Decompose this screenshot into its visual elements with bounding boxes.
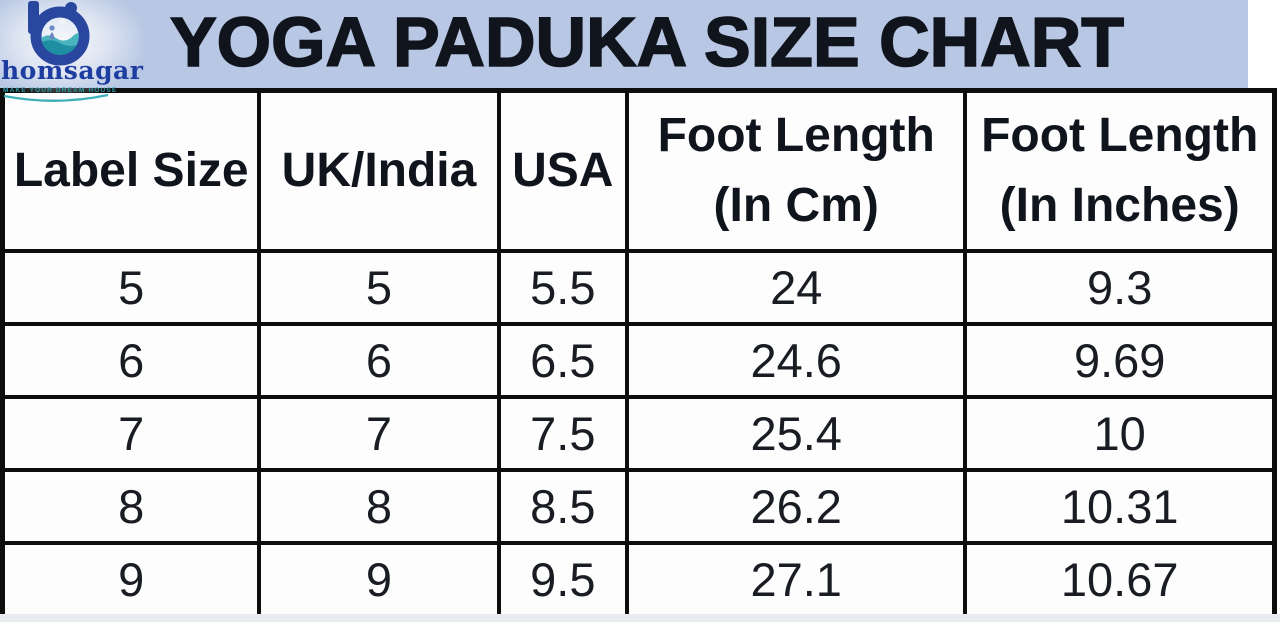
table-cell: 25.4 (625, 395, 968, 472)
column-header-uk-india: UK/India (257, 88, 501, 253)
column-header-label-size: Label Size (0, 88, 262, 253)
table-cell: 27.1 (625, 541, 968, 619)
table-cell: 10 (963, 395, 1277, 472)
table-cell: 7 (257, 395, 501, 472)
size-chart-table: Label Size UK/India USA Foot Length (In … (0, 88, 1277, 619)
logo-tagline-text: MAKE YOUR DREAM HOUSE (3, 87, 118, 94)
table-cell: 9 (257, 541, 501, 619)
table-body: 5 5 5.5 24 9.3 6 6 6.5 24.6 9.69 7 7 7.5 25.4 10 8 8 8.5 2… (0, 249, 1277, 619)
logo-brand-text: homsagar (1, 56, 144, 85)
table-cell: 5.5 (496, 249, 630, 326)
title-band: YOGA PADUKA SIZE CHART (0, 0, 1248, 88)
table-cell: 6.5 (496, 322, 630, 399)
table-cell: 26.2 (625, 468, 968, 545)
table-cell: 7.5 (496, 395, 630, 472)
column-header-foot-length-cm: Foot Length (In Cm) (625, 88, 968, 253)
table-row: 6 6 6.5 24.6 9.69 (0, 322, 1277, 399)
header-row: Label Size UK/India USA Foot Length (In … (0, 88, 1277, 253)
column-header-usa: USA (496, 88, 630, 253)
table-row: 8 8 8.5 26.2 10.31 (0, 468, 1277, 545)
table-row: 5 5 5.5 24 9.3 (0, 249, 1277, 326)
homsagar-logo-icon (28, 1, 90, 66)
bottom-strip (0, 614, 1280, 622)
table-cell: 6 (257, 322, 501, 399)
table-cell: 9 (0, 541, 262, 619)
table-cell: 6 (0, 322, 262, 399)
table-cell: 9.5 (496, 541, 630, 619)
table-cell: 24.6 (625, 322, 968, 399)
table-cell: 7 (0, 395, 262, 472)
table-cell: 5 (0, 249, 262, 326)
table-cell: 8 (257, 468, 501, 545)
table-cell: 9.3 (963, 249, 1277, 326)
homsagar-logo: homsagar MAKE YOUR DREAM HOUSE (0, 0, 165, 110)
table-cell: 8.5 (496, 468, 630, 545)
table-cell: 5 (257, 249, 501, 326)
table-cell: 10.31 (963, 468, 1277, 545)
table-cell: 9.69 (963, 322, 1277, 399)
table-cell: 24 (625, 249, 968, 326)
page-title: YOGA PADUKA SIZE CHART (169, 2, 1125, 82)
column-header-foot-length-inches: Foot Length (In Inches) (963, 88, 1277, 253)
table-cell: 8 (0, 468, 262, 545)
logo-swoosh-icon (3, 93, 109, 102)
table-header: Label Size UK/India USA Foot Length (In … (0, 88, 1277, 253)
table-row: 7 7 7.5 25.4 10 (0, 395, 1277, 472)
table-row: 9 9 9.5 27.1 10.67 (0, 541, 1277, 619)
table-cell: 10.67 (963, 541, 1277, 619)
